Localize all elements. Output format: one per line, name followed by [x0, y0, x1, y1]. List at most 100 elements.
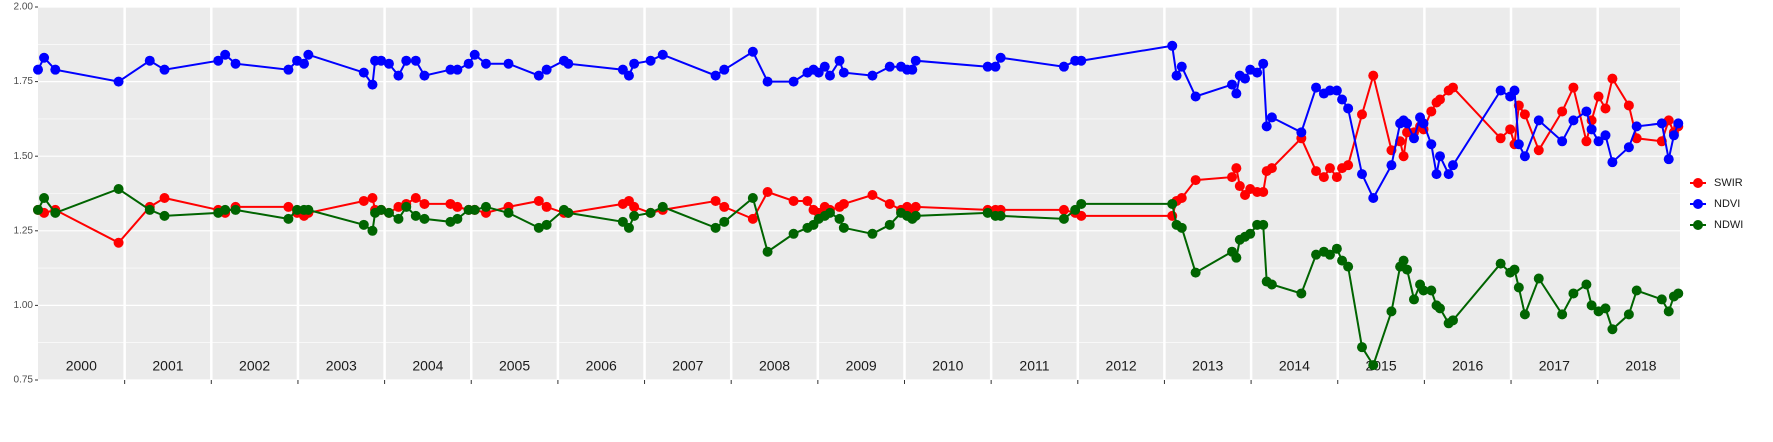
- data-point: [995, 210, 1006, 221]
- data-point: [1356, 342, 1367, 353]
- data-point: [480, 58, 491, 69]
- data-point: [1258, 187, 1269, 198]
- data-point: [541, 201, 552, 212]
- data-point: [1190, 91, 1201, 102]
- data-point: [1167, 40, 1178, 51]
- data-point: [410, 210, 421, 221]
- x-tick-label: 2002: [239, 358, 270, 374]
- data-point: [1261, 121, 1272, 132]
- data-point: [469, 204, 480, 215]
- x-tick-label: 2016: [1452, 358, 1483, 374]
- data-point: [1227, 172, 1238, 183]
- data-point: [1495, 85, 1506, 96]
- data-point: [533, 70, 544, 81]
- data-point: [1408, 133, 1419, 144]
- data-point: [503, 207, 514, 218]
- data-point: [113, 76, 124, 87]
- data-point: [1368, 70, 1379, 81]
- data-point: [1663, 306, 1674, 317]
- data-point: [220, 204, 231, 215]
- data-point: [1266, 279, 1277, 290]
- data-point: [213, 55, 224, 66]
- y-tick-label: 1.00: [14, 300, 34, 311]
- data-point: [710, 70, 721, 81]
- data-point: [383, 207, 394, 218]
- data-point: [1533, 115, 1544, 126]
- data-point: [1631, 285, 1642, 296]
- y-tick-label: 2.00: [14, 2, 34, 13]
- data-point: [367, 79, 378, 90]
- data-point: [1418, 285, 1429, 296]
- data-point: [533, 222, 544, 233]
- data-point: [762, 246, 773, 257]
- data-point: [1356, 109, 1367, 120]
- data-point: [541, 64, 552, 75]
- data-point: [819, 61, 830, 72]
- data-point: [1227, 79, 1238, 90]
- data-point: [159, 64, 170, 75]
- data-point: [1656, 294, 1667, 305]
- data-point: [1600, 103, 1611, 114]
- data-point: [1368, 192, 1379, 203]
- data-point: [1557, 106, 1568, 117]
- data-point: [50, 64, 61, 75]
- data-point: [1519, 309, 1530, 320]
- data-point: [834, 55, 845, 66]
- data-point: [292, 204, 303, 215]
- data-point: [383, 58, 394, 69]
- x-tick-label: 2003: [326, 358, 357, 374]
- data-point: [1513, 139, 1524, 150]
- data-point: [1513, 282, 1524, 293]
- data-point: [645, 55, 656, 66]
- data-point: [1311, 166, 1322, 177]
- data-point: [1656, 118, 1667, 129]
- data-point: [367, 192, 378, 203]
- legend-label: NDVI: [1714, 198, 1740, 210]
- data-point: [563, 207, 574, 218]
- data-point: [1252, 67, 1263, 78]
- data-point: [144, 55, 155, 66]
- data-point: [1266, 163, 1277, 174]
- legend-label: SWIR: [1714, 177, 1743, 189]
- data-point: [1231, 252, 1242, 263]
- y-tick-label: 1.75: [14, 76, 34, 87]
- data-point: [824, 207, 835, 218]
- data-point: [1568, 82, 1579, 93]
- data-point: [884, 219, 895, 230]
- data-point: [376, 55, 387, 66]
- data-point: [1402, 264, 1413, 275]
- data-point: [1568, 115, 1579, 126]
- data-point: [1593, 136, 1604, 147]
- data-point: [1076, 55, 1087, 66]
- data-point: [1495, 258, 1506, 269]
- data-point: [1586, 300, 1597, 311]
- data-point: [33, 204, 43, 215]
- data-point: [1311, 249, 1322, 260]
- data-point: [1509, 264, 1520, 275]
- x-tick-label: 2010: [932, 358, 963, 374]
- data-point: [1343, 103, 1354, 114]
- data-point: [1171, 70, 1182, 81]
- data-point: [159, 210, 170, 221]
- x-tick-label: 2009: [846, 358, 877, 374]
- data-point: [220, 49, 231, 60]
- data-point: [1058, 61, 1069, 72]
- data-point: [1331, 172, 1342, 183]
- data-point: [1311, 82, 1322, 93]
- data-point: [834, 213, 845, 224]
- data-point: [283, 201, 294, 212]
- data-point: [393, 213, 404, 224]
- data-point: [788, 228, 799, 239]
- data-point: [710, 195, 721, 206]
- data-point: [1519, 151, 1530, 162]
- data-point: [629, 58, 640, 69]
- data-point: [376, 204, 387, 215]
- data-point: [159, 192, 170, 203]
- data-point: [1296, 288, 1307, 299]
- data-point: [788, 195, 799, 206]
- data-point: [113, 237, 124, 248]
- x-tick-label: 2014: [1279, 358, 1310, 374]
- data-point: [1331, 85, 1342, 96]
- data-point: [1557, 309, 1568, 320]
